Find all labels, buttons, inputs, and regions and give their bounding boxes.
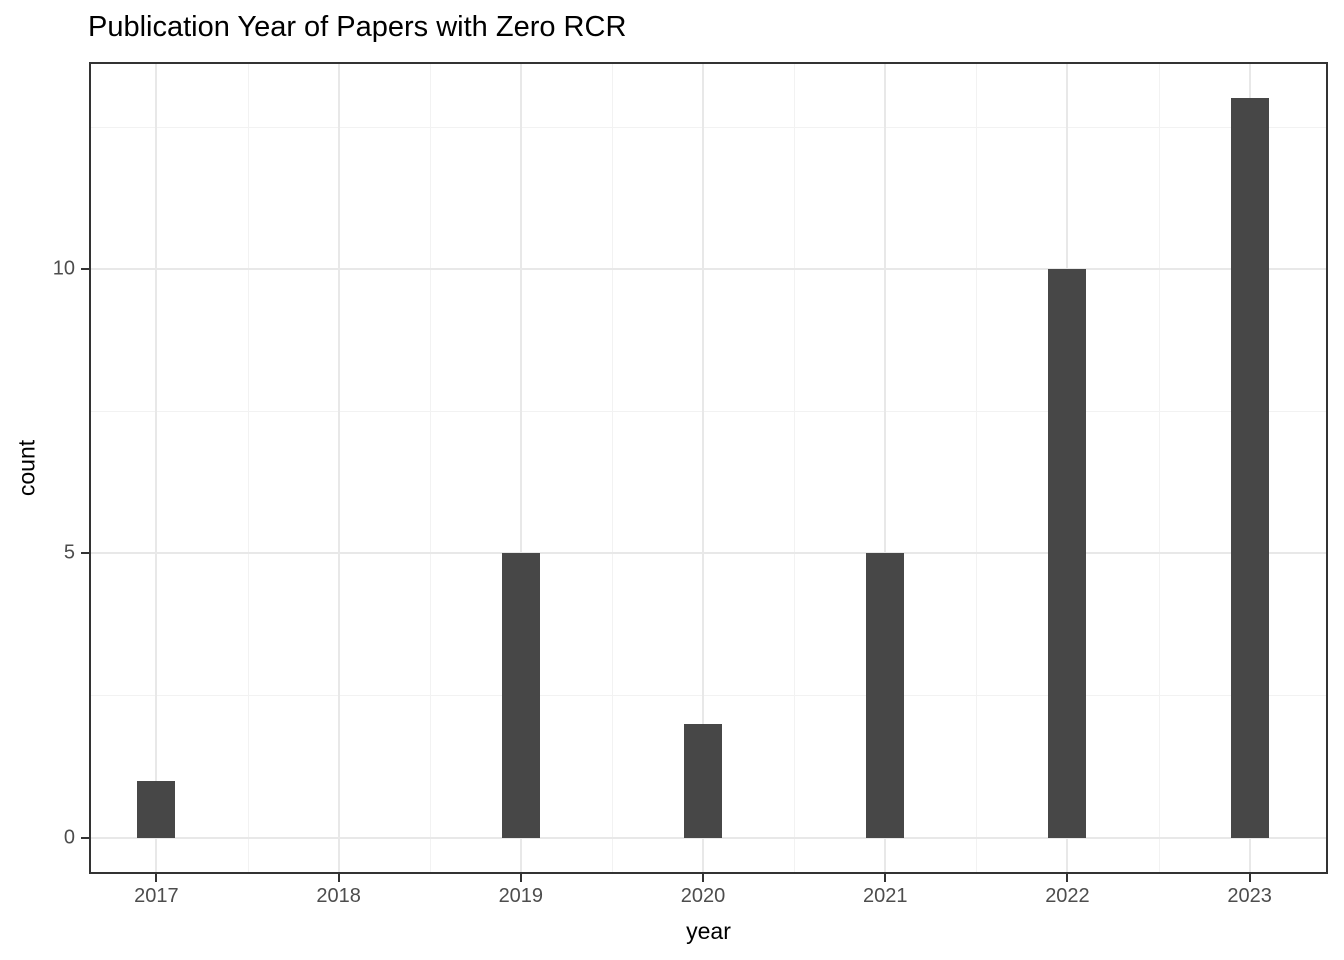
gridline-x-major bbox=[155, 64, 158, 872]
y-tick-label: 10 bbox=[52, 257, 75, 280]
bar-2020 bbox=[684, 723, 723, 838]
gridline-x-major bbox=[337, 64, 340, 872]
bar-2023 bbox=[1230, 98, 1269, 838]
gridline-y-major bbox=[91, 552, 1326, 555]
gridline-x-minor bbox=[247, 64, 249, 872]
x-tick-label: 2017 bbox=[134, 885, 179, 907]
y-tick-mark bbox=[81, 836, 89, 839]
y-axis-title: count bbox=[13, 439, 40, 497]
chart-title: Publication Year of Papers with Zero RCR bbox=[88, 11, 627, 43]
gridline-y-major bbox=[91, 267, 1326, 270]
gridline-y-minor bbox=[91, 695, 1326, 697]
y-tick-mark bbox=[81, 267, 89, 270]
gridline-y-minor bbox=[91, 411, 1326, 413]
bar-2019 bbox=[501, 553, 540, 838]
x-tick-label: 2020 bbox=[680, 885, 726, 907]
x-tick-mark bbox=[337, 874, 340, 882]
gridline-y-minor bbox=[91, 126, 1326, 128]
x-axis-title: year bbox=[686, 918, 731, 944]
x-tick-mark bbox=[1066, 874, 1069, 882]
x-tick-label: 2023 bbox=[1227, 885, 1272, 907]
gridline-x-minor bbox=[976, 64, 978, 872]
plot-panel bbox=[89, 62, 1328, 874]
gridline-x-minor bbox=[611, 64, 613, 872]
gridline-x-major bbox=[884, 64, 887, 872]
x-tick-mark bbox=[519, 874, 522, 882]
y-tick-label: 0 bbox=[63, 826, 75, 849]
y-tick-mark bbox=[81, 552, 89, 555]
bar-2021 bbox=[866, 553, 905, 838]
gridline-x-major bbox=[702, 64, 705, 872]
gridline-x-minor bbox=[429, 64, 431, 872]
gridline-x-minor bbox=[1158, 64, 1160, 872]
y-tick-label: 5 bbox=[63, 541, 75, 564]
x-tick-mark bbox=[1248, 874, 1251, 882]
x-tick-label: 2021 bbox=[862, 885, 908, 907]
bar-2017 bbox=[137, 780, 176, 838]
x-tick-mark bbox=[884, 874, 887, 882]
x-tick-mark bbox=[702, 874, 705, 882]
x-tick-label: 2019 bbox=[498, 885, 544, 907]
gridline-y-major bbox=[91, 836, 1326, 839]
x-tick-label: 2018 bbox=[316, 885, 361, 907]
x-tick-mark bbox=[155, 874, 158, 882]
gridline-x-major bbox=[519, 64, 522, 872]
bar-2022 bbox=[1048, 268, 1087, 838]
gridline-x-minor bbox=[794, 64, 796, 872]
x-tick-label: 2022 bbox=[1045, 885, 1090, 907]
